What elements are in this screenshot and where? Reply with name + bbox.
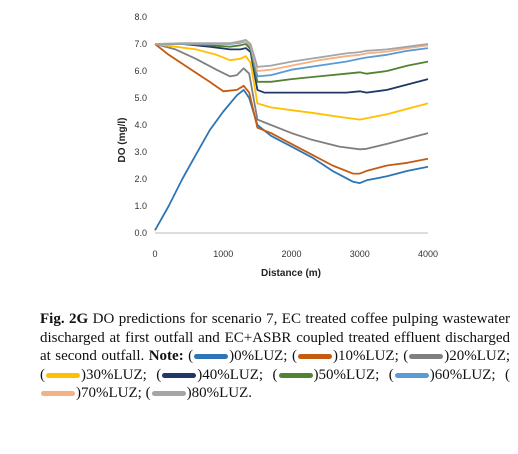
y-tick-label: 6.0 xyxy=(134,66,147,76)
x-tick-labels: 0 1000 2000 3000 4000 xyxy=(152,249,438,259)
y-tick-label: 2.0 xyxy=(134,174,147,184)
legend-swatch xyxy=(394,372,429,378)
y-tick-label: 8.0 xyxy=(134,12,147,22)
y-tick-label: 4.0 xyxy=(134,120,147,130)
x-tick-label: 3000 xyxy=(350,249,370,259)
legend-label: 60%LUZ; xyxy=(434,366,496,383)
legend-label: 50%LUZ; xyxy=(318,366,380,383)
legend-label: 80%LUZ. xyxy=(191,385,252,401)
series-line-50pct-luz xyxy=(155,43,429,83)
legend-item: ()30%LUZ; xyxy=(40,366,147,383)
series-line-10pct-luz xyxy=(154,43,429,175)
y-axis-title: DO (mg/l) xyxy=(117,118,128,163)
x-tick-label: 2000 xyxy=(281,249,301,259)
figure-caption: Fig. 2G DO predictions for scenario 7, E… xyxy=(40,310,510,403)
legend-label: 20%LUZ; xyxy=(449,348,511,364)
legend-label: 30%LUZ; xyxy=(86,366,147,383)
legend-item: ()50%LUZ; xyxy=(272,366,380,383)
y-tick-label: 1.0 xyxy=(134,201,147,211)
legend-label: 10%LUZ; xyxy=(337,348,399,364)
figure-label: Fig. 2G xyxy=(40,311,89,327)
legend-swatch xyxy=(151,391,186,397)
legend-swatch xyxy=(278,372,313,378)
legend-swatch xyxy=(162,372,197,378)
legend-item: ()0%LUZ; xyxy=(188,348,288,364)
series-line-30pct-luz xyxy=(154,43,429,121)
legend-swatch xyxy=(194,354,229,360)
x-axis-title: Distance (m) xyxy=(261,268,321,279)
y-tick-labels: 0.0 1.0 2.0 3.0 4.0 5.0 6.0 7.0 8.0 xyxy=(134,12,147,238)
legend-label: 0%LUZ; xyxy=(234,348,288,364)
y-tick-label: 5.0 xyxy=(134,93,147,103)
series-line-40pct-luz xyxy=(155,43,429,94)
note-label: Note: xyxy=(148,348,184,364)
legend-swatch xyxy=(297,354,332,360)
legend-item: ()40%LUZ; xyxy=(156,366,264,383)
caption-legend: ()0%LUZ; ()10%LUZ; ()20%LUZ; ()30%LUZ; (… xyxy=(40,348,510,401)
legend-item: ()60%LUZ; xyxy=(388,366,496,383)
legend-item: ()10%LUZ; xyxy=(291,348,399,364)
caption-text: DO predictions for scenario 7, EC treate… xyxy=(40,311,510,364)
legend-item: ()80%LUZ. xyxy=(145,385,252,401)
y-tick-label: 7.0 xyxy=(134,39,147,49)
legend-swatch xyxy=(46,372,80,378)
y-tick-label: 0.0 xyxy=(134,228,147,238)
legend-label: 40%LUZ; xyxy=(202,366,264,383)
series-line-20pct-luz xyxy=(154,43,429,151)
x-tick-label: 0 xyxy=(152,249,157,259)
series-line-80pct-luz xyxy=(154,39,429,68)
chart: 0.0 1.0 2.0 3.0 4.0 5.0 6.0 7.0 8.0 0 1000 2000 300… xyxy=(117,12,438,279)
legend-item: ()20%LUZ; xyxy=(403,348,511,364)
x-tick-label: 4000 xyxy=(418,249,438,259)
series-lines xyxy=(154,39,429,231)
y-tick-label: 3.0 xyxy=(134,147,147,157)
x-tick-label: 1000 xyxy=(213,249,233,259)
legend-swatch xyxy=(409,354,444,360)
legend-item: ()70%LUZ; xyxy=(40,367,510,401)
legend-label: 70%LUZ; xyxy=(81,385,142,401)
legend-swatch xyxy=(41,391,75,397)
